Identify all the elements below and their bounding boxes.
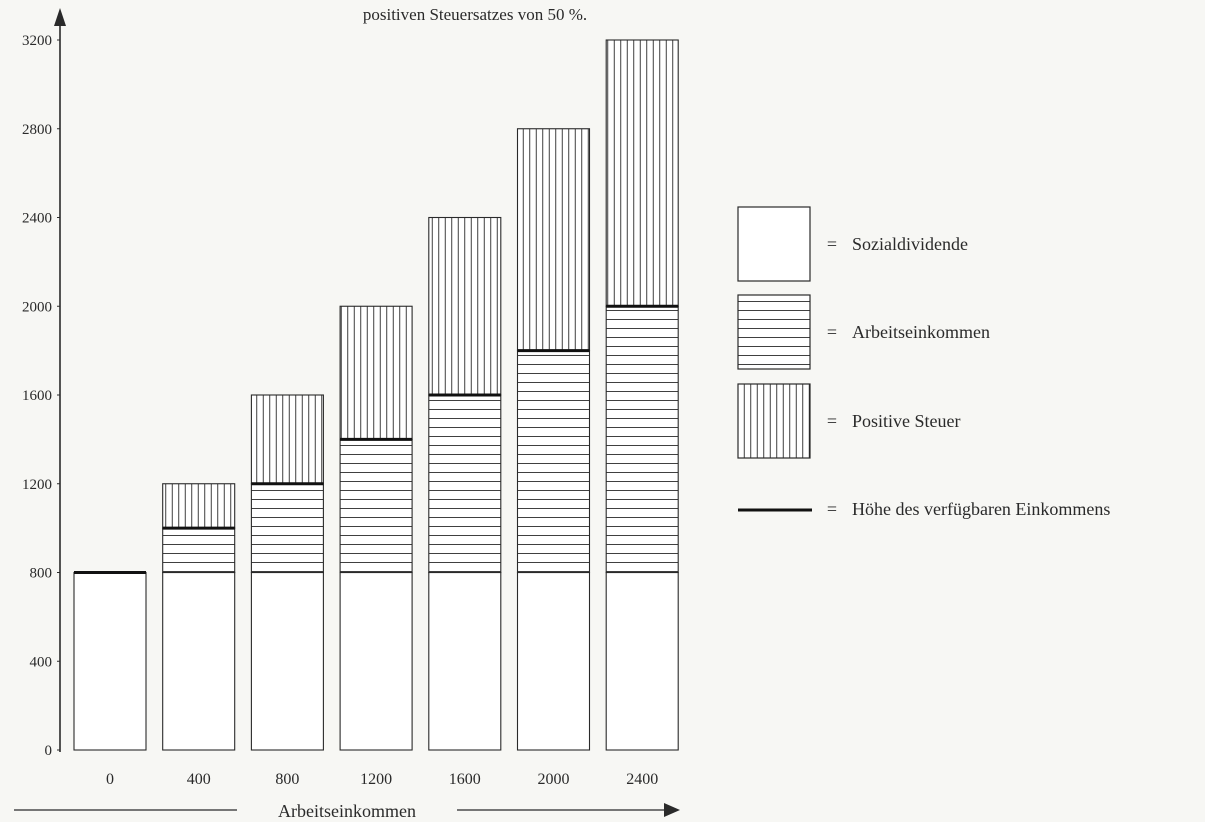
chart-title: positiven Steuersatzes von 50 %. (363, 5, 587, 24)
bar-stack (250, 394, 324, 751)
y-tick-label: 3200 (22, 33, 52, 49)
y-tick-label: 2800 (22, 122, 52, 138)
legend-label-disposable-income: Höhe des verfügbaren Einkommens (852, 499, 1110, 519)
legend-swatch-horizontal (737, 294, 811, 370)
bar-stack (516, 128, 591, 751)
y-tick-label: 1200 (22, 477, 52, 493)
legend-equals: = (827, 322, 837, 342)
bar-stack (339, 305, 413, 751)
bar-positive-steuer (250, 394, 324, 485)
x-tick-label: 0 (106, 771, 114, 788)
legend-equals: = (827, 234, 837, 254)
y-tick-label: 2400 (22, 211, 52, 227)
y-tick-label: 1600 (22, 388, 52, 404)
bar-arbeitseinkommen (162, 527, 236, 574)
bar-stack (605, 39, 679, 751)
bar-positive-steuer (605, 39, 679, 307)
x-tick-label: 2000 (538, 771, 570, 788)
bar-arbeitseinkommen (428, 394, 502, 574)
legend-label: Positive Steuer (852, 411, 961, 431)
legend-swatch-vertical (737, 383, 811, 459)
bar-sozialdividende (339, 571, 413, 751)
bar-sozialdividende (162, 571, 236, 751)
x-tick-label: 400 (187, 771, 211, 788)
y-tick-label: 400 (30, 654, 53, 670)
legend-swatch-none (737, 206, 811, 282)
bar-arbeitseinkommen (605, 305, 679, 574)
legend-label: Sozialdividende (852, 234, 968, 254)
bar-sozialdividende (428, 571, 502, 751)
bar-stack (428, 216, 502, 751)
y-tick-label: 0 (45, 743, 53, 759)
x-axis-arrow (664, 803, 680, 817)
legend-equals: = (827, 499, 837, 519)
bar-arbeitseinkommen (250, 483, 324, 574)
legend-equals: = (827, 411, 837, 431)
bar-positive-steuer (516, 128, 591, 352)
y-axis-arrow (54, 8, 66, 26)
bar-arbeitseinkommen (339, 438, 413, 574)
bar-stack (73, 571, 147, 751)
bar-stack (162, 483, 236, 751)
bar-sozialdividende (73, 571, 147, 751)
x-axis-title: Arbeitseinkommen (278, 801, 416, 821)
legend-label: Arbeitseinkommen (852, 322, 990, 342)
x-tick-label: 2400 (626, 771, 658, 788)
x-tick-label: 800 (275, 771, 299, 788)
y-tick-label: 2000 (22, 299, 52, 315)
bar-arbeitseinkommen (516, 350, 591, 574)
bar-positive-steuer (428, 216, 502, 396)
bar-positive-steuer (339, 305, 413, 440)
bar-sozialdividende (605, 571, 679, 751)
x-tick-label: 1600 (449, 771, 481, 788)
bar-sozialdividende (516, 571, 591, 751)
y-tick-label: 800 (30, 566, 53, 582)
bar-sozialdividende (250, 571, 324, 751)
bar-positive-steuer (162, 483, 236, 529)
x-tick-label: 1200 (360, 771, 392, 788)
